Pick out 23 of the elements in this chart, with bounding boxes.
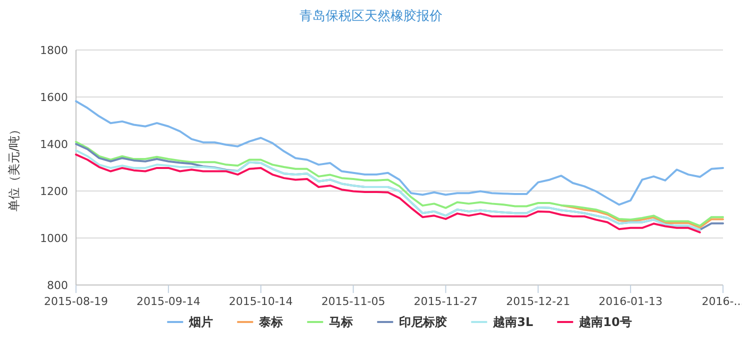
- legend-label: 马标: [329, 315, 354, 329]
- x-tick-label: 2016-...: [702, 295, 742, 308]
- x-tick-label: 2015-12-21: [506, 295, 570, 308]
- y-tick-label: 1600: [40, 91, 68, 104]
- x-tick-label: 2015-08-19: [44, 295, 108, 308]
- line-series: [75, 100, 724, 206]
- x-tick-label: 2015-11-05: [321, 295, 386, 308]
- legend-label: 烟片: [188, 315, 214, 329]
- y-tick-label: 800: [47, 279, 68, 292]
- y-tick-label: 1400: [40, 138, 68, 151]
- y-tick-label: 1200: [40, 185, 68, 198]
- legend-label: 印尼标胶: [399, 315, 448, 329]
- x-tick-label: 2016-01-13: [598, 295, 663, 308]
- x-tick-label: 2015-11-27: [414, 295, 478, 308]
- legend-label: 越南3L: [492, 315, 534, 329]
- y-axis-title: 单位（美元/吨）: [7, 123, 21, 212]
- legend-label: 越南10号: [578, 315, 632, 329]
- y-tick-label: 1000: [40, 232, 68, 245]
- x-tick-label: 2015-10-14: [228, 295, 293, 308]
- y-tick-label: 1800: [40, 44, 68, 57]
- legend-label: 泰标: [258, 315, 284, 329]
- x-tick-label: 2015-09-14: [136, 295, 200, 308]
- chart-title: 青岛保税区天然橡胶报价: [300, 9, 442, 24]
